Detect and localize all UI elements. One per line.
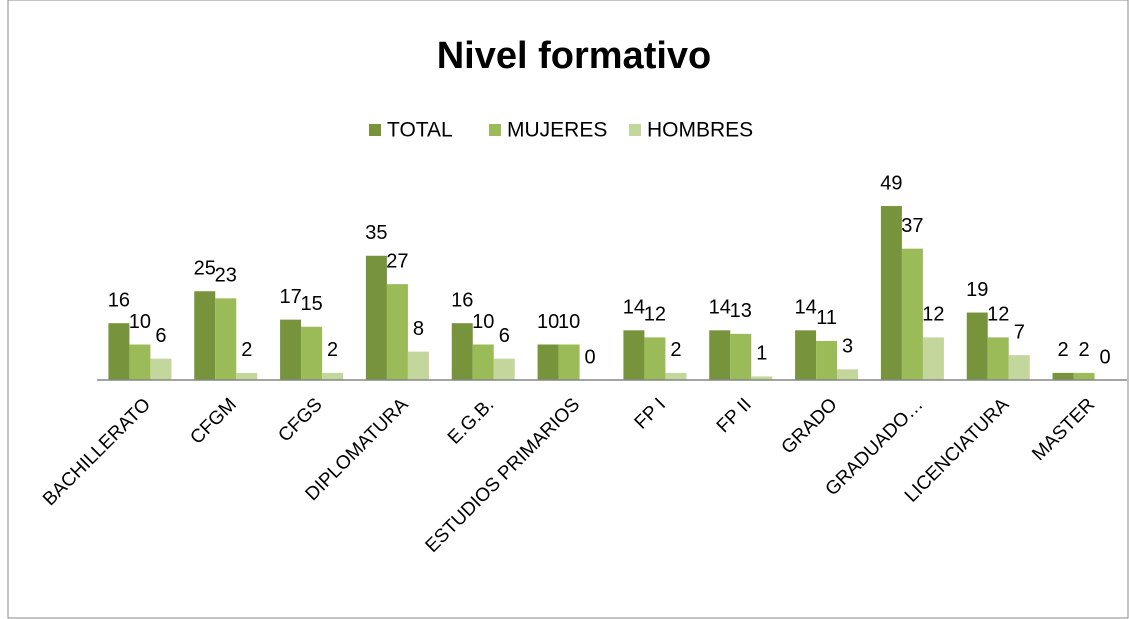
bar bbox=[987, 337, 1009, 380]
bar bbox=[1008, 355, 1030, 380]
chart-title: Nivel formativo bbox=[437, 35, 712, 77]
data-label: 10 bbox=[558, 311, 580, 333]
bar bbox=[215, 298, 237, 380]
bar bbox=[901, 248, 923, 380]
data-label: 19 bbox=[966, 279, 988, 301]
data-label: 2 bbox=[670, 339, 681, 361]
bar bbox=[451, 323, 473, 380]
bar bbox=[365, 255, 387, 380]
bar bbox=[837, 369, 859, 380]
data-label: 2 bbox=[327, 339, 338, 361]
legend-swatch bbox=[489, 124, 501, 136]
data-label: 14 bbox=[623, 297, 645, 319]
bar bbox=[472, 344, 494, 380]
bar bbox=[665, 372, 687, 380]
bar bbox=[129, 344, 151, 380]
data-label: 8 bbox=[413, 318, 424, 340]
bar bbox=[1073, 372, 1095, 380]
bar bbox=[150, 358, 172, 380]
legend-label: MUJERES bbox=[507, 119, 607, 142]
data-label: 12 bbox=[644, 304, 666, 326]
data-label: 0 bbox=[585, 346, 596, 368]
legend-swatch bbox=[369, 124, 381, 136]
legend-label: TOTAL bbox=[387, 119, 453, 142]
data-label: 17 bbox=[279, 286, 301, 308]
bar bbox=[386, 284, 408, 380]
bar bbox=[322, 372, 344, 380]
legend-swatch bbox=[629, 124, 641, 136]
bar bbox=[194, 291, 216, 380]
data-label: 49 bbox=[880, 172, 902, 194]
bar bbox=[795, 330, 817, 380]
bar bbox=[493, 358, 515, 380]
data-label: 13 bbox=[730, 300, 752, 322]
data-label: 3 bbox=[842, 336, 853, 358]
data-label: 37 bbox=[901, 215, 923, 237]
data-label: 11 bbox=[816, 307, 837, 329]
legend-label: HOMBRES bbox=[647, 119, 753, 142]
data-label: 2 bbox=[1058, 339, 1069, 361]
data-label: 12 bbox=[987, 304, 1009, 326]
bar bbox=[922, 337, 944, 380]
data-label: 23 bbox=[215, 265, 237, 287]
bar bbox=[537, 344, 559, 380]
data-label: 7 bbox=[1014, 321, 1025, 343]
chart-border bbox=[7, 0, 1129, 619]
bar bbox=[1052, 372, 1074, 380]
bar bbox=[730, 333, 752, 380]
data-label: 2 bbox=[1079, 339, 1090, 361]
bar bbox=[751, 376, 773, 380]
data-label: 16 bbox=[108, 289, 130, 311]
data-label: 10 bbox=[129, 311, 151, 333]
data-label: 15 bbox=[300, 293, 322, 315]
bar bbox=[816, 340, 838, 380]
data-label: 12 bbox=[922, 304, 944, 326]
bar bbox=[644, 337, 666, 380]
data-label: 2 bbox=[241, 339, 252, 361]
data-label: 14 bbox=[794, 297, 816, 319]
data-label: 16 bbox=[451, 289, 473, 311]
data-label: 14 bbox=[709, 297, 731, 319]
data-label: 25 bbox=[194, 258, 216, 280]
bar bbox=[301, 326, 323, 380]
data-label: 6 bbox=[155, 325, 166, 347]
data-label: 10 bbox=[537, 311, 559, 333]
data-label: 27 bbox=[386, 250, 408, 272]
bar bbox=[407, 351, 429, 380]
bar bbox=[236, 372, 258, 380]
data-label: 0 bbox=[1100, 346, 1111, 368]
bar bbox=[558, 344, 580, 380]
bar bbox=[880, 206, 902, 380]
data-label: 10 bbox=[472, 311, 494, 333]
bar bbox=[709, 330, 731, 380]
data-label: 35 bbox=[365, 222, 387, 244]
bar bbox=[108, 323, 130, 380]
bar bbox=[623, 330, 645, 380]
data-label: 1 bbox=[756, 343, 767, 365]
bar bbox=[966, 312, 988, 380]
bar bbox=[280, 319, 302, 380]
data-label: 6 bbox=[499, 325, 510, 347]
